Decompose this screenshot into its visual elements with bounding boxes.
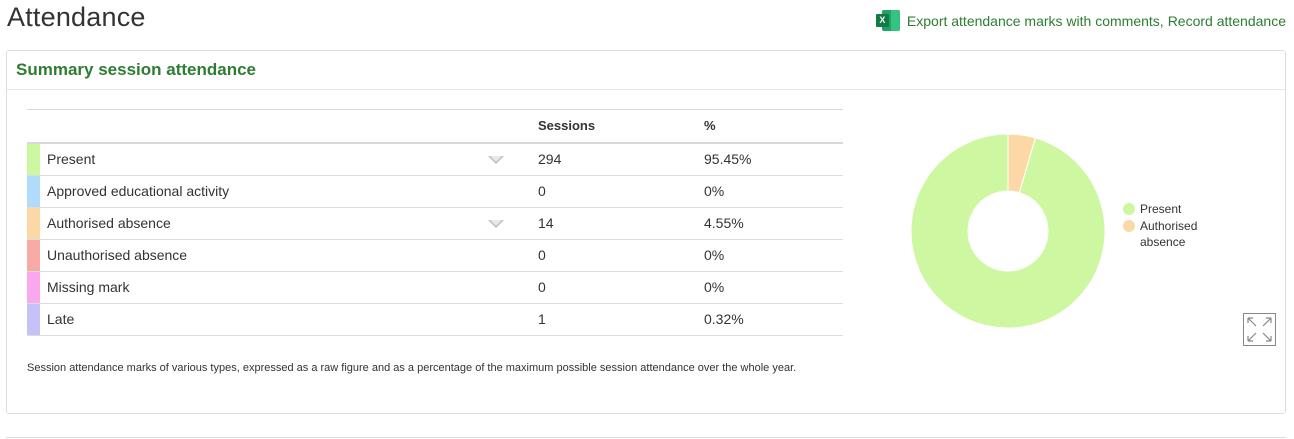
row-percent: 95.45% [704, 142, 843, 176]
table-row: Approved educational activity 0 0% [27, 175, 843, 208]
legend-label-line: Authorised [1140, 219, 1197, 233]
row-sessions: 14 [538, 207, 704, 240]
bottom-divider [6, 437, 1286, 438]
attendance-table: Sessions % Present 294 95.45% Approved educ… [27, 109, 843, 336]
pie-slice-present[interactable] [910, 133, 1106, 329]
row-color-swatch [27, 207, 41, 240]
chevron-down-icon[interactable] [488, 220, 504, 228]
table-row: Unauthorised absence 0 0% [27, 239, 843, 272]
row-label: Missing mark [41, 271, 488, 304]
header-swatch [27, 109, 41, 144]
row-color-swatch [27, 142, 41, 176]
row-color-swatch [27, 303, 41, 336]
row-expand-cell [488, 175, 538, 208]
actions-separator: , [1159, 12, 1164, 29]
row-sessions: 1 [538, 303, 704, 336]
panel-header: Summary session attendance [7, 51, 1285, 90]
table-header-row: Sessions % [27, 109, 843, 144]
excel-icon[interactable]: X [875, 10, 900, 31]
pie-slice-authorised-absence[interactable] [1007, 133, 1036, 194]
top-actions: X Export attendance marks with comments … [875, 10, 1286, 31]
attendance-donut-chart: Present Authorised absence [910, 133, 1197, 329]
row-percent: 0% [704, 239, 843, 272]
page-title: Attendance [7, 2, 146, 32]
legend-label-line: absence [1140, 235, 1186, 249]
row-percent: 0% [704, 271, 843, 304]
expand-icon [1247, 317, 1272, 342]
legend-label[interactable]: Authorised absence [1140, 219, 1197, 249]
legend-marker[interactable] [1123, 203, 1135, 215]
table-row: Present 294 95.45% [27, 142, 843, 176]
table-row: Authorised absence 14 4.55% [27, 207, 843, 240]
row-label: Authorised absence [41, 207, 488, 240]
chevron-down-icon[interactable] [488, 156, 504, 164]
header-arrow [488, 109, 538, 144]
row-label: Unauthorised absence [41, 239, 488, 272]
row-expand-cell [488, 303, 538, 336]
row-sessions: 0 [538, 175, 704, 208]
footnote: Session attendance marks of various type… [27, 362, 797, 374]
table-row: Missing mark 0 0% [27, 271, 843, 304]
row-color-swatch [27, 271, 41, 304]
row-percent: 4.55% [704, 207, 843, 240]
header-sessions: Sessions [538, 109, 704, 144]
header-percent: % [704, 109, 843, 144]
export-attendance-link[interactable]: Export attendance marks with comments [906, 12, 1160, 29]
header-label [41, 109, 488, 144]
table-row: Late 1 0.32% [27, 303, 843, 336]
row-label: Present [41, 142, 488, 176]
row-label: Approved educational activity [41, 175, 488, 208]
legend-label[interactable]: Present [1140, 202, 1182, 216]
row-expand-cell [488, 142, 538, 176]
summary-session-attendance-panel: Summary session attendance Sessions % Pr… [6, 50, 1286, 414]
row-sessions: 0 [538, 271, 704, 304]
row-color-swatch [27, 239, 41, 272]
row-expand-cell [488, 239, 538, 272]
row-expand-cell [488, 207, 538, 240]
panel-title: Summary session attendance [16, 60, 256, 79]
legend-marker[interactable] [1123, 220, 1135, 232]
row-percent: 0% [704, 175, 843, 208]
record-attendance-link[interactable]: Record attendance [1167, 12, 1286, 29]
row-sessions: 0 [538, 239, 704, 272]
row-color-swatch [27, 175, 41, 208]
expand-chart-button[interactable] [1243, 313, 1276, 346]
row-expand-cell [488, 271, 538, 304]
row-percent: 0.32% [704, 303, 843, 336]
legend-label-line: Present [1140, 202, 1182, 216]
row-sessions: 294 [538, 142, 704, 176]
row-label: Late [41, 303, 488, 336]
